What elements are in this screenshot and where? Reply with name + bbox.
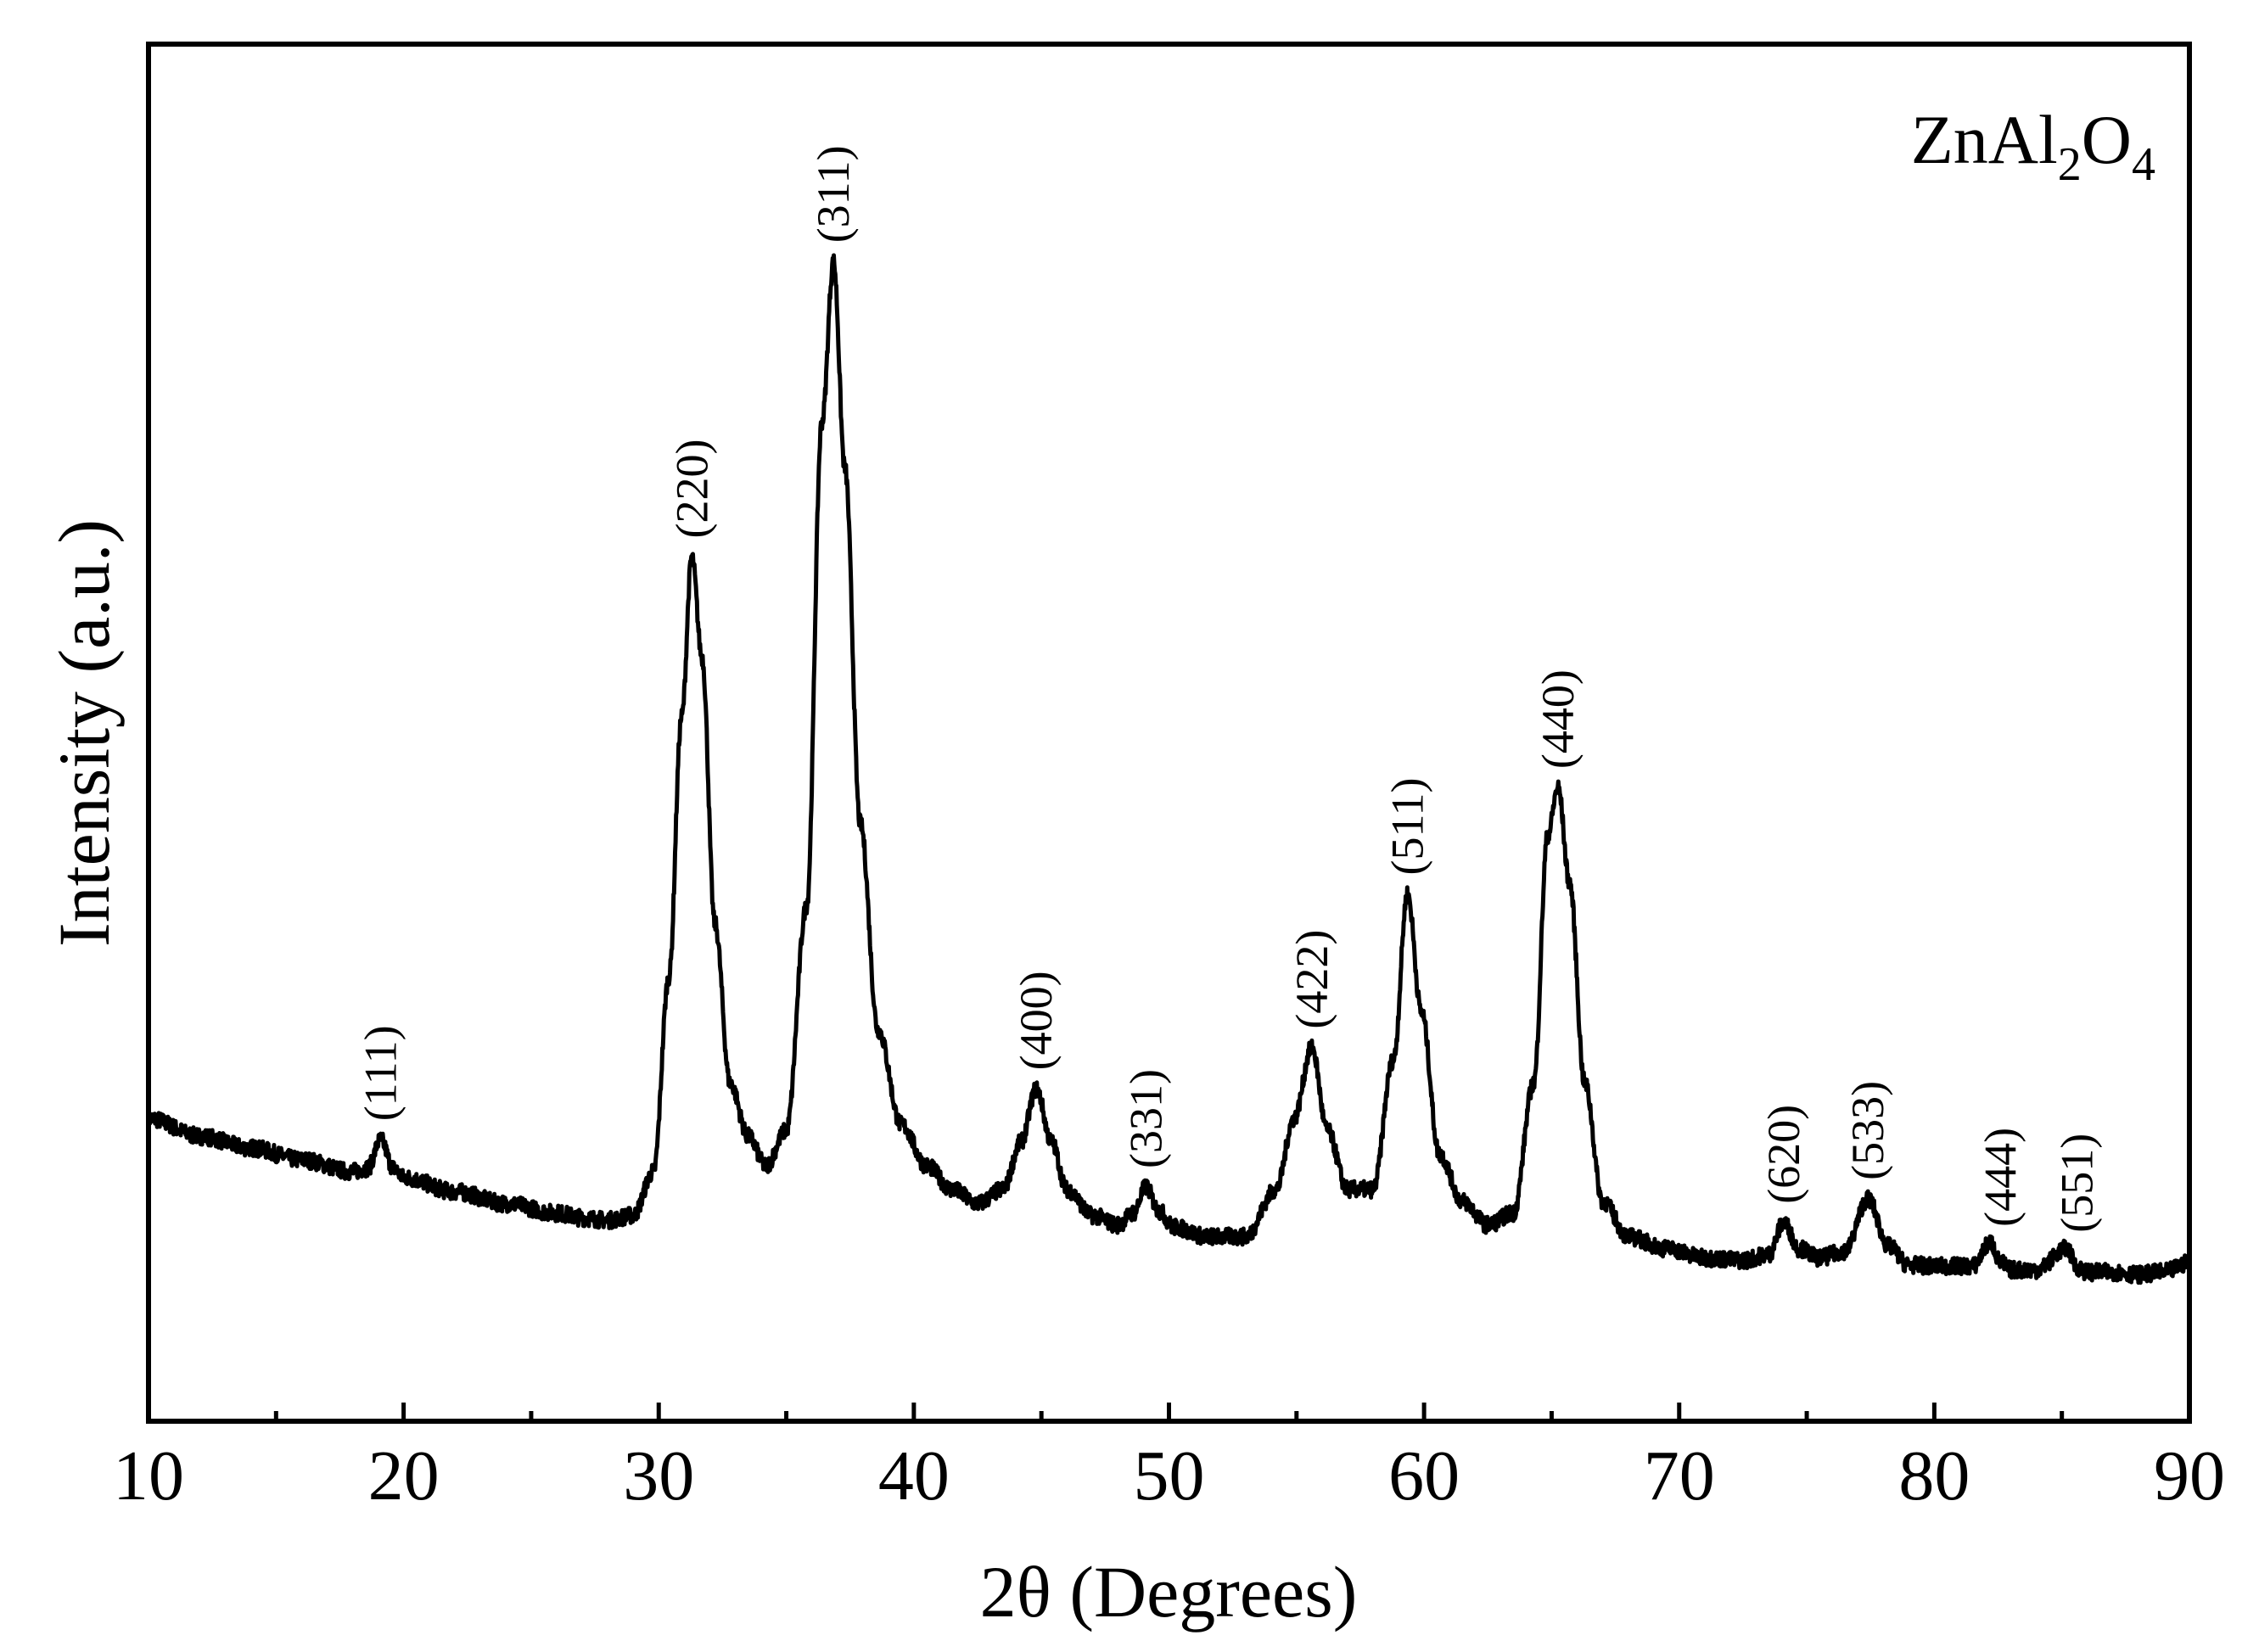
peak-label: (422) <box>1286 930 1337 1029</box>
peak-label: (620) <box>1758 1105 1809 1204</box>
peak-label: (311) <box>808 145 859 243</box>
peak-label: (551) <box>2052 1134 2103 1233</box>
peak-label: (440) <box>1533 669 1584 769</box>
x-tick-label: 70 <box>1644 1436 1715 1515</box>
y-axis-title: Intensity (a.u.) <box>43 519 125 947</box>
peak-label: (444) <box>1976 1128 2026 1227</box>
peak-label: (400) <box>1011 971 1062 1070</box>
peak-label: (111) <box>356 1025 406 1121</box>
peak-label: (220) <box>666 440 717 539</box>
x-tick-label: 90 <box>2154 1436 2225 1515</box>
x-axis-ticks <box>146 1403 2192 1421</box>
x-tick-label: 20 <box>368 1436 440 1515</box>
sample-label-main: ZnAl <box>1911 101 2058 178</box>
sample-label: ZnAl2O4 <box>1911 101 2155 191</box>
x-tick-label: 10 <box>113 1436 184 1515</box>
peak-labels: (111) (220) (311) (400) (331) (422) (511) (440)… <box>356 145 2103 1232</box>
x-tick-label: 40 <box>878 1436 950 1515</box>
sample-label-sub2: 4 <box>2132 138 2155 191</box>
x-tick-label: 80 <box>1898 1436 1970 1515</box>
sample-label-sub1: 2 <box>2058 138 2082 191</box>
x-tick-label: 60 <box>1388 1436 1460 1515</box>
x-tick-label: 50 <box>1134 1436 1205 1515</box>
x-axis-tick-labels: 10 20 30 40 50 60 70 80 90 <box>113 1436 2225 1515</box>
x-axis-title: 2θ (Degrees) <box>980 1551 1358 1632</box>
sample-label-mid: O <box>2082 101 2132 178</box>
xrd-pattern-line <box>146 253 2191 1285</box>
peak-label: (511) <box>1382 778 1433 876</box>
peak-label: (331) <box>1120 1069 1171 1168</box>
x-tick-label: 30 <box>623 1436 694 1515</box>
peak-label: (533) <box>1842 1081 1893 1180</box>
